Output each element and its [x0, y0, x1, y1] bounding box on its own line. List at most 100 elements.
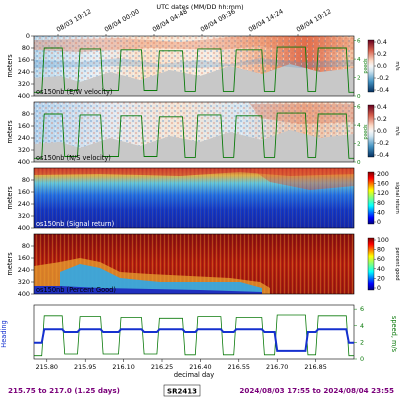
- x-tick-label: 216.70: [266, 363, 288, 371]
- meters-label: meters: [6, 120, 14, 144]
- meters-label: meters: [6, 54, 14, 78]
- ew-colorbar: [367, 39, 375, 93]
- speed-tick-label: 2: [360, 338, 364, 346]
- x-tick-label: 216.55: [228, 363, 250, 371]
- colorbar-title: signal return: [394, 182, 400, 214]
- colorbar-tick-label: 80: [377, 247, 385, 254]
- top-time-label: 08/04 14:24: [247, 7, 285, 33]
- footer-ship: SR2413: [167, 388, 197, 396]
- x-tick-label: 215.80: [36, 363, 58, 371]
- colorbar-tick-label: 0.0: [377, 63, 387, 70]
- colorbar-title: m/s: [394, 61, 400, 71]
- speed-tick-label: 6: [360, 305, 364, 313]
- pg-low-band: [60, 264, 262, 294]
- colorbar-tick-label: -0.4: [377, 152, 389, 159]
- colorbar-tick-label: 40: [377, 266, 385, 273]
- ns-frame: [33, 101, 355, 163]
- depth-tick-label: 240: [18, 134, 30, 142]
- speed-tick-label: 0: [360, 355, 364, 363]
- top-time-axis: 08/03 19:12 08/04 00:00 08/04 04:48 08/04 0…: [55, 7, 333, 36]
- panel-heading-speed: 215.80 215.95 216.10 216.25 216.40 216.55 216.…: [0, 304, 398, 379]
- panel-ew-velocity: os150nb (E/W velocity): [33, 35, 355, 97]
- colorbar-title: percent good: [394, 247, 400, 280]
- colorbar-tick-label: 80: [377, 200, 385, 207]
- depth-tick-label: 240: [18, 266, 30, 274]
- figure-title: UTC dates (MM/DD hh:mm): [156, 3, 243, 11]
- depth-tick-label: 320: [18, 212, 30, 220]
- pg-bottom-band: [34, 286, 262, 294]
- top-time-label: 08/04 00:00: [103, 7, 141, 33]
- speed-axis-ticks: 6 4 2 0: [354, 305, 364, 363]
- depth-tick-label: 320: [18, 278, 30, 286]
- colorbar-tick-label: 200: [377, 171, 389, 178]
- speed-right-label: 2: [357, 142, 361, 148]
- speed-right-label: 6: [357, 105, 361, 111]
- heading-line: [34, 328, 354, 352]
- depth-tick-label: 320: [18, 146, 30, 154]
- colorbar-tick-label: -0.2: [377, 140, 389, 147]
- meters-axis-labels: meters meters meters meters: [6, 54, 14, 276]
- heading-axis-label: Heading: [0, 320, 8, 347]
- depth-tick-label: 160: [18, 254, 30, 262]
- top-time-label: 08/04 04:48: [151, 7, 189, 33]
- ew-surface-layer: [34, 36, 354, 52]
- x-tick-label: 216.25: [151, 363, 173, 371]
- depth-tick-label: 400: [18, 290, 30, 298]
- decimal-day-axis: 215.80 215.95 216.10 216.25 216.40 216.55 216.…: [36, 359, 327, 371]
- pg-colorbar: [367, 237, 375, 291]
- speed-right-label: 4: [357, 123, 361, 129]
- speed-right-label: 4: [357, 57, 361, 63]
- speed-right-title: speed: [362, 58, 368, 73]
- ns-bottom-gap: [34, 130, 354, 162]
- x-axis-label: decimal day: [174, 371, 214, 379]
- speed-axis-label: speed, m/s: [390, 316, 398, 353]
- depth-tick-label: 240: [18, 200, 30, 208]
- footer-range: 215.75 to 217.0 (1.25 days): [8, 386, 120, 395]
- speed-right-label: 0: [357, 94, 361, 100]
- depth-tick-label: 80: [22, 110, 30, 118]
- colorbar-tick-label: 60: [377, 256, 385, 263]
- ns-panel-label: os150nb (N/S velocity): [36, 154, 111, 162]
- depth-tick-label: 80: [22, 44, 30, 52]
- depth-tick-label: 0: [26, 32, 30, 40]
- ns-surface-layer: [250, 104, 354, 124]
- speed-right-axes: 6 4 2 0 speed 6 4 2 0 speed: [354, 39, 368, 166]
- colorbar-tick-label: 0.4: [377, 104, 387, 111]
- colorbar-tick-label: 0: [377, 285, 381, 292]
- colorbar-tick-label: -0.4: [377, 87, 389, 94]
- colorbar-tick-label: 20: [377, 275, 385, 282]
- ns-speed-line: [34, 112, 354, 159]
- colorbar-tick-label: 0.0: [377, 128, 387, 135]
- colorbar-tick-label: 40: [377, 209, 385, 216]
- ew-panel-label: os150nb (E/W velocity): [36, 88, 112, 96]
- meters-label: meters: [6, 252, 14, 276]
- x-tick-label: 216.40: [189, 363, 211, 371]
- colorbar-tick-label: 0.2: [377, 116, 387, 123]
- pg-panel-label: os150nb (Percent Good): [36, 286, 116, 294]
- ship-box: [163, 384, 201, 397]
- colorbar-tick-label: -0.2: [377, 75, 389, 82]
- ew-mid-layer: [34, 58, 354, 68]
- colorbar-tick-label: 160: [377, 181, 389, 188]
- depth-tick-label: 160: [18, 122, 30, 130]
- depth-tick-label: 80: [22, 242, 30, 250]
- ew-bottom-gap: [34, 64, 354, 96]
- colorbar-title: m/s: [394, 126, 400, 136]
- ew-speed-line: [34, 46, 354, 93]
- panel-signal-return: os150nb (Signal return): [33, 167, 355, 229]
- depth-tick-label: 160: [18, 56, 30, 64]
- speed-right-label: 6: [357, 39, 361, 45]
- x-tick-label: 216.10: [112, 363, 134, 371]
- panel-percent-good: os150nb (Percent Good): [33, 233, 355, 295]
- depth-tick-label: 240: [18, 68, 30, 76]
- colorbar-tick-label: 0.4: [377, 39, 387, 46]
- x-tick-label: 215.95: [74, 363, 96, 371]
- speed-right-label: 0: [357, 160, 361, 166]
- colorbar-tick-label: 0: [377, 219, 381, 226]
- signal-frame: [33, 167, 355, 229]
- depth-tick-label: 320: [18, 80, 30, 88]
- depth-tick-label: 80: [22, 176, 30, 184]
- depth-ticks: 0 80 160 240 320 400 80 160 240 320 400 80 160 240 320…: [18, 32, 34, 298]
- depth-tick-label: 400: [18, 92, 30, 100]
